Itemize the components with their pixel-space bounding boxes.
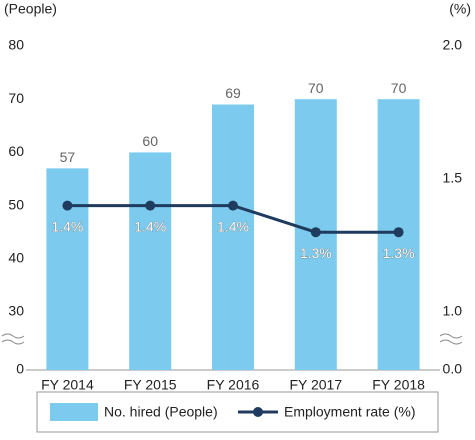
y-tick-label: 70: [8, 90, 24, 106]
line-value-label: 1.3%: [300, 245, 332, 261]
axis-break: [439, 333, 463, 339]
x-tick-label: FY 2016: [207, 377, 260, 393]
y2-tick-label: 1.0: [443, 303, 463, 319]
bar: [46, 168, 89, 370]
legend-label: No. hired (People): [104, 404, 218, 420]
y-tick-label: 40: [8, 250, 24, 266]
x-tick-label: FY 2014: [41, 377, 94, 393]
y-axis-label: (People): [4, 1, 57, 17]
legend-swatch: [50, 403, 98, 421]
y2-tick-label: 1.5: [443, 170, 463, 186]
y2-tick-label: 0.0: [443, 361, 463, 377]
line-value-label: 1.4%: [217, 218, 249, 234]
line-point: [393, 227, 404, 238]
axis-break: [439, 339, 463, 345]
bar-value-label: 70: [308, 80, 324, 96]
legend-box: [36, 391, 439, 433]
line-point: [62, 200, 73, 211]
axis-break: [1, 333, 25, 339]
line-value-label: 1.3%: [383, 245, 415, 261]
y2-axis-label: (%): [449, 1, 471, 17]
bar: [129, 152, 172, 370]
line-value-label: 1.4%: [51, 218, 83, 234]
y-tick-label: 30: [8, 303, 24, 319]
line-point: [228, 200, 238, 211]
x-tick-label: FY 2015: [124, 377, 177, 393]
y-tick-label: 50: [8, 196, 24, 212]
bar-value-label: 70: [391, 80, 407, 96]
legend-swatch: [253, 407, 263, 417]
bar-value-label: 57: [60, 149, 76, 165]
x-tick-label: FY 2017: [289, 377, 342, 393]
y2-tick-label: 2.0: [443, 37, 463, 53]
line-value-label: 1.4%: [134, 218, 166, 234]
line-point: [145, 200, 156, 211]
bar: [212, 104, 254, 371]
bar-value-label: 69: [225, 85, 241, 101]
bar-value-label: 60: [142, 133, 158, 149]
y-tick-label: 80: [8, 37, 24, 53]
line-point: [310, 227, 321, 238]
y-tick-label: 0: [16, 361, 24, 377]
legend-label: Employment rate (%): [284, 404, 415, 420]
axis-break: [1, 339, 25, 345]
x-tick-label: FY 2018: [372, 377, 425, 393]
y-tick-label: 60: [8, 143, 24, 159]
